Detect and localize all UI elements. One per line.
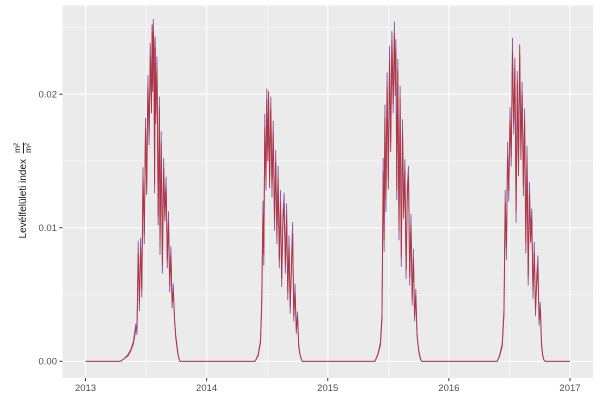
line-series-2 xyxy=(85,24,570,362)
x-tick-label: 2016 xyxy=(438,383,459,394)
y-tick-label: 0.02 xyxy=(39,89,58,100)
y-tick-label: 0.01 xyxy=(39,223,58,234)
y-tick-label: 0.00 xyxy=(39,357,58,368)
x-tick-label: 2014 xyxy=(196,383,217,394)
x-tick-label: 2013 xyxy=(75,383,96,394)
x-tick-label: 2015 xyxy=(317,383,338,394)
x-tick-label: 2017 xyxy=(559,383,580,394)
